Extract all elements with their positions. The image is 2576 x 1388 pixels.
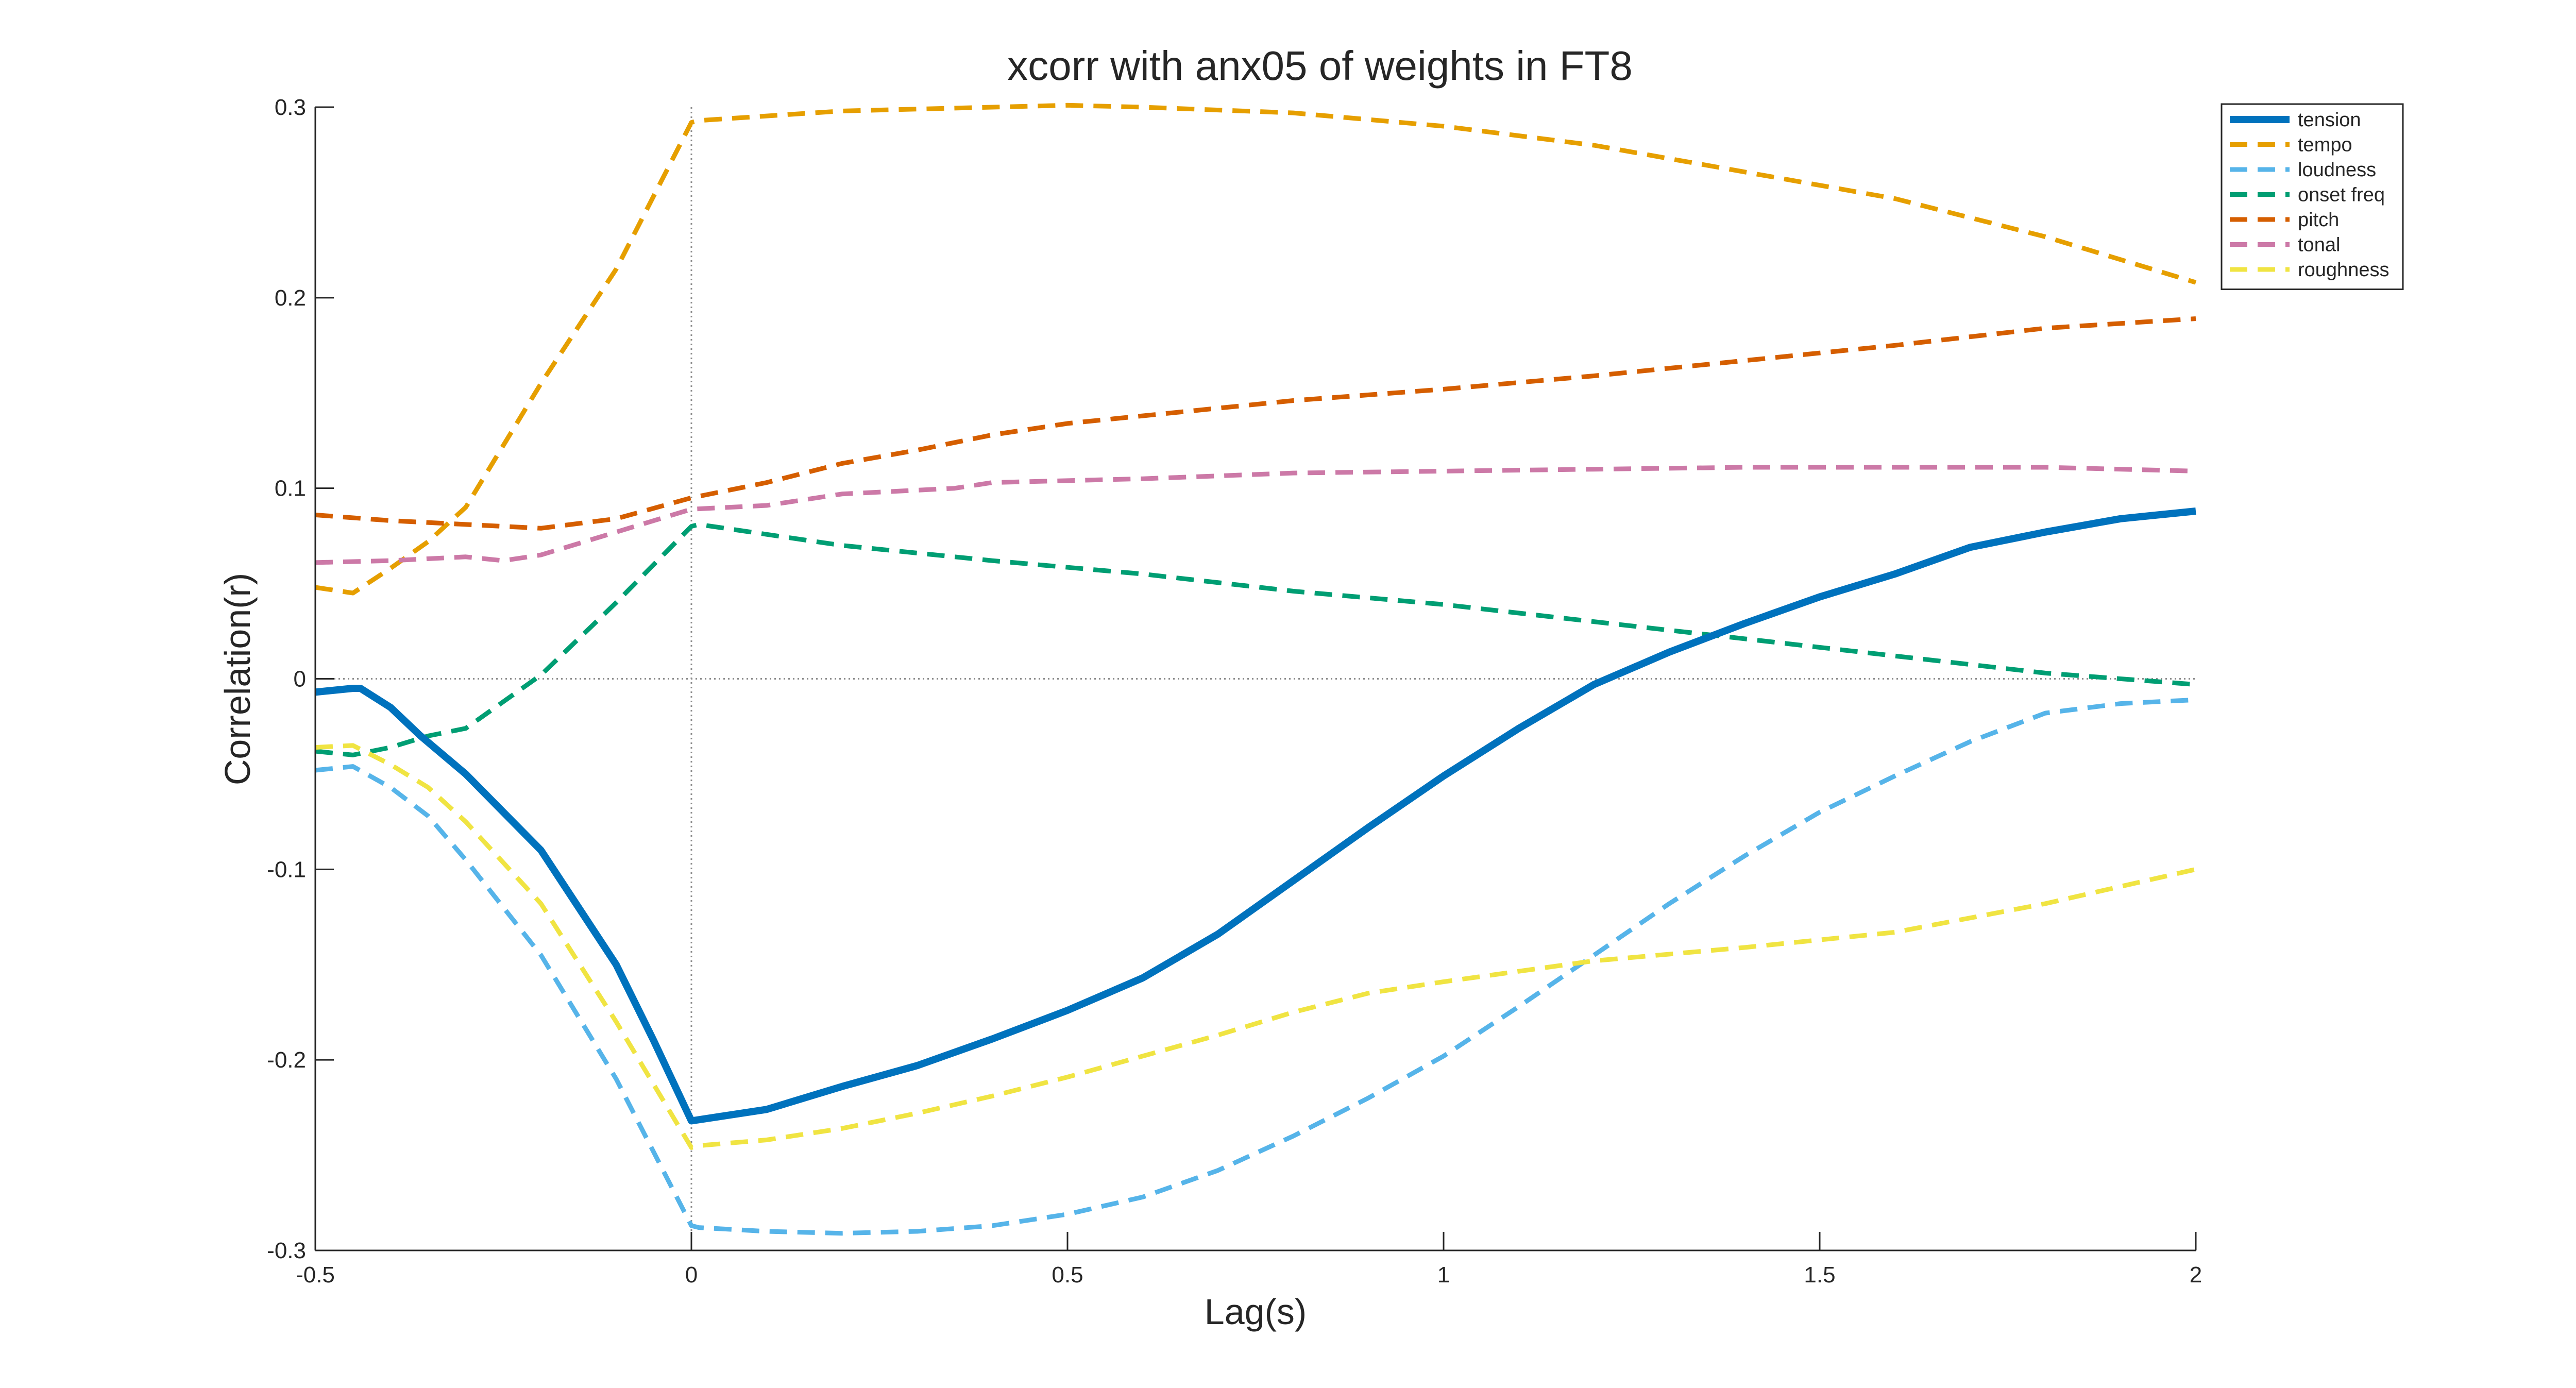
chart-title: xcorr with anx05 of weights in FT8 [1007, 43, 1633, 89]
y-tick-label: 0.1 [275, 476, 306, 501]
series-line-onset-freq [315, 522, 2196, 757]
legend-label-roughness: roughness [2298, 259, 2389, 281]
legend-label-pitch: pitch [2298, 209, 2339, 231]
y-tick-label: -0.1 [267, 857, 306, 882]
x-tick-label: 1.5 [1804, 1262, 1835, 1288]
y-tick-label: 0.3 [275, 95, 306, 120]
series-line-pitch [315, 316, 2196, 531]
legend-label-tonal: tonal [2298, 234, 2340, 256]
x-tick-label: -0.5 [296, 1262, 335, 1288]
legend-box [2221, 103, 2404, 290]
series-line-loudness [315, 697, 2196, 1236]
series-line-roughness [315, 743, 2197, 1150]
x-tick-label: 1 [1437, 1262, 1450, 1288]
legend-label-tension: tension [2298, 109, 2361, 131]
series-line-tonal [315, 465, 2196, 565]
y-axis-label: Correlation(r) [217, 573, 258, 785]
legend-label-tempo: tempo [2298, 134, 2352, 156]
x-tick-label: 2 [2190, 1262, 2202, 1288]
x-axis-label: Lag(s) [1205, 1292, 1307, 1332]
y-tick-label: -0.2 [267, 1047, 306, 1073]
y-tick-label: -0.3 [267, 1238, 306, 1263]
y-tick-label: 0.2 [275, 285, 306, 311]
x-tick-label: 0 [685, 1262, 698, 1288]
legend: tension tempo loudness onset freq pitch tonal… [2221, 103, 2404, 290]
reference-lines [315, 107, 2196, 1250]
plot-lines [315, 103, 2197, 1236]
legend-label-onset-freq: onset freq [2298, 184, 2385, 206]
axes: -0.5 0 0.5 1 1.5 2 -0.3 -0.2 -0.1 0 0.1 0.2 0.3 [267, 95, 2202, 1288]
legend-label-loudness: loudness [2298, 159, 2376, 181]
y-tick-label: 0 [294, 667, 306, 692]
series-line-tension [315, 507, 2196, 1125]
x-tick-label: 0.5 [1052, 1262, 1083, 1288]
